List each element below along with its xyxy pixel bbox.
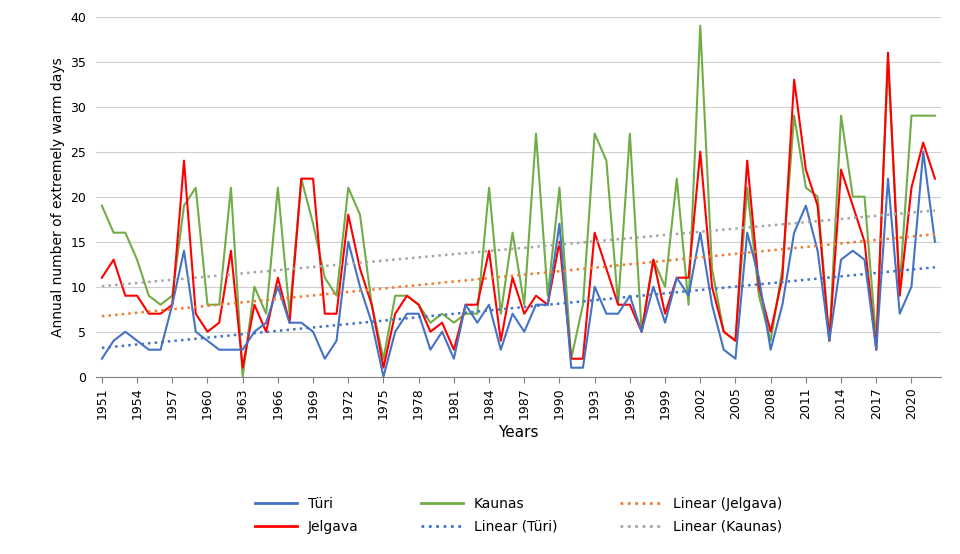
Legend: Türi, Jelgava, Kaunas, Linear (Türi), Linear (Jelgava), Linear (Kaunas): Türi, Jelgava, Kaunas, Linear (Türi), Li… (250, 492, 787, 539)
X-axis label: Years: Years (498, 424, 539, 439)
Y-axis label: Annual number of extremely warm days: Annual number of extremely warm days (51, 57, 65, 336)
